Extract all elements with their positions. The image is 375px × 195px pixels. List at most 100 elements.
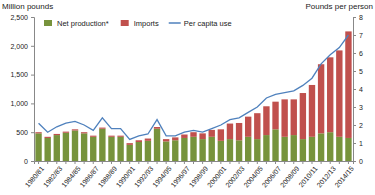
x-tick-mark bbox=[47, 161, 48, 164]
y2-axis: 012345678 bbox=[353, 14, 363, 165]
x-tick-mark bbox=[111, 161, 112, 164]
x-tick-mark bbox=[220, 161, 221, 164]
legend-swatch bbox=[121, 20, 129, 26]
marks bbox=[35, 31, 351, 161]
bar bbox=[190, 132, 196, 137]
bar bbox=[336, 137, 342, 161]
x-tick-mark bbox=[84, 161, 85, 164]
bar bbox=[44, 137, 50, 138]
y2-tick-mark bbox=[353, 71, 356, 72]
y2-tick: 0 bbox=[353, 158, 363, 165]
bar bbox=[181, 138, 187, 161]
y-axis: 05001,0001,5002,0002,500 bbox=[10, 14, 34, 165]
y-axis-line bbox=[31, 18, 35, 162]
bar bbox=[245, 117, 251, 137]
bar bbox=[336, 50, 342, 136]
x-tick-mark bbox=[248, 161, 249, 164]
y-tick-label: 0 bbox=[24, 158, 28, 165]
x-tick bbox=[157, 161, 158, 164]
bar bbox=[81, 133, 87, 161]
bar bbox=[44, 138, 50, 161]
bar bbox=[281, 137, 287, 161]
bar bbox=[263, 106, 269, 135]
y-tick-mark bbox=[31, 46, 34, 47]
x-tick bbox=[321, 161, 322, 164]
bar bbox=[172, 137, 178, 140]
bar bbox=[81, 132, 87, 133]
bar bbox=[245, 137, 251, 161]
bar bbox=[54, 135, 60, 161]
bar bbox=[99, 129, 105, 161]
bar bbox=[236, 123, 242, 140]
y-tick-label: 1,000 bbox=[10, 100, 28, 107]
bar bbox=[127, 145, 133, 161]
bar bbox=[236, 140, 242, 161]
bar bbox=[163, 141, 169, 161]
legend-item: Per capita use bbox=[169, 19, 232, 28]
legend-label: Net production* bbox=[57, 19, 109, 28]
y2-tick-mark bbox=[353, 125, 356, 126]
bar bbox=[54, 134, 60, 135]
bar bbox=[90, 136, 96, 137]
y-axis-title: Million pounds bbox=[2, 2, 53, 11]
x-tick: 2014/15 bbox=[334, 161, 356, 189]
x-tick bbox=[248, 161, 249, 164]
x-tick-mark bbox=[348, 161, 349, 164]
bar bbox=[309, 137, 315, 161]
bar bbox=[345, 31, 351, 138]
bar bbox=[108, 136, 114, 137]
y-tick: 0 bbox=[24, 158, 34, 165]
y2-tick-mark bbox=[353, 35, 356, 36]
y-tick: 2,500 bbox=[10, 14, 34, 21]
legend-swatch bbox=[44, 20, 52, 26]
y-tick-mark bbox=[31, 75, 34, 76]
x-tick-mark bbox=[175, 161, 176, 164]
x-tick-mark bbox=[275, 161, 276, 164]
x-tick-mark bbox=[56, 161, 57, 164]
x-tick-mark bbox=[38, 161, 39, 164]
x-tick-mark bbox=[166, 161, 167, 164]
y2-tick-label: 8 bbox=[359, 14, 363, 21]
bar bbox=[117, 136, 123, 137]
bar bbox=[309, 85, 315, 137]
x-tick-mark bbox=[311, 161, 312, 164]
bar bbox=[172, 140, 178, 161]
y-tick-mark bbox=[31, 132, 34, 133]
x-tick bbox=[229, 161, 230, 164]
x-tick-mark bbox=[138, 161, 139, 164]
bar bbox=[145, 141, 151, 161]
y2-tick-label: 5 bbox=[359, 68, 363, 75]
bar bbox=[218, 129, 224, 141]
bar bbox=[72, 129, 78, 130]
bar bbox=[281, 99, 287, 136]
bar bbox=[154, 127, 160, 129]
x-tick-mark bbox=[257, 161, 258, 164]
x-tick bbox=[211, 161, 212, 164]
bar bbox=[300, 93, 306, 139]
y2-tick: 7 bbox=[353, 32, 363, 39]
bar bbox=[291, 135, 297, 161]
y-tick-label: 500 bbox=[16, 129, 28, 136]
bar bbox=[136, 142, 142, 161]
y2-tick-mark bbox=[353, 17, 356, 18]
x-tick bbox=[339, 161, 340, 164]
x-tick bbox=[302, 161, 303, 164]
bar bbox=[190, 137, 196, 161]
x-tick-mark bbox=[302, 161, 303, 164]
y2-tick-label: 3 bbox=[359, 104, 363, 111]
y2-tick-mark bbox=[353, 143, 356, 144]
x-tick-mark bbox=[284, 161, 285, 164]
bar bbox=[145, 139, 151, 141]
line bbox=[39, 35, 349, 139]
x-tick-mark bbox=[184, 161, 185, 164]
x-tick-label: 2014/15 bbox=[334, 165, 356, 189]
bar bbox=[345, 138, 351, 161]
x-tick-mark bbox=[239, 161, 240, 164]
x-tick-mark bbox=[339, 161, 340, 164]
y-tick-mark bbox=[31, 161, 34, 162]
bar bbox=[154, 129, 160, 161]
x-tick bbox=[266, 161, 267, 164]
y2-tick-label: 6 bbox=[359, 50, 363, 57]
bar bbox=[90, 137, 96, 161]
x-tick-mark bbox=[211, 161, 212, 164]
